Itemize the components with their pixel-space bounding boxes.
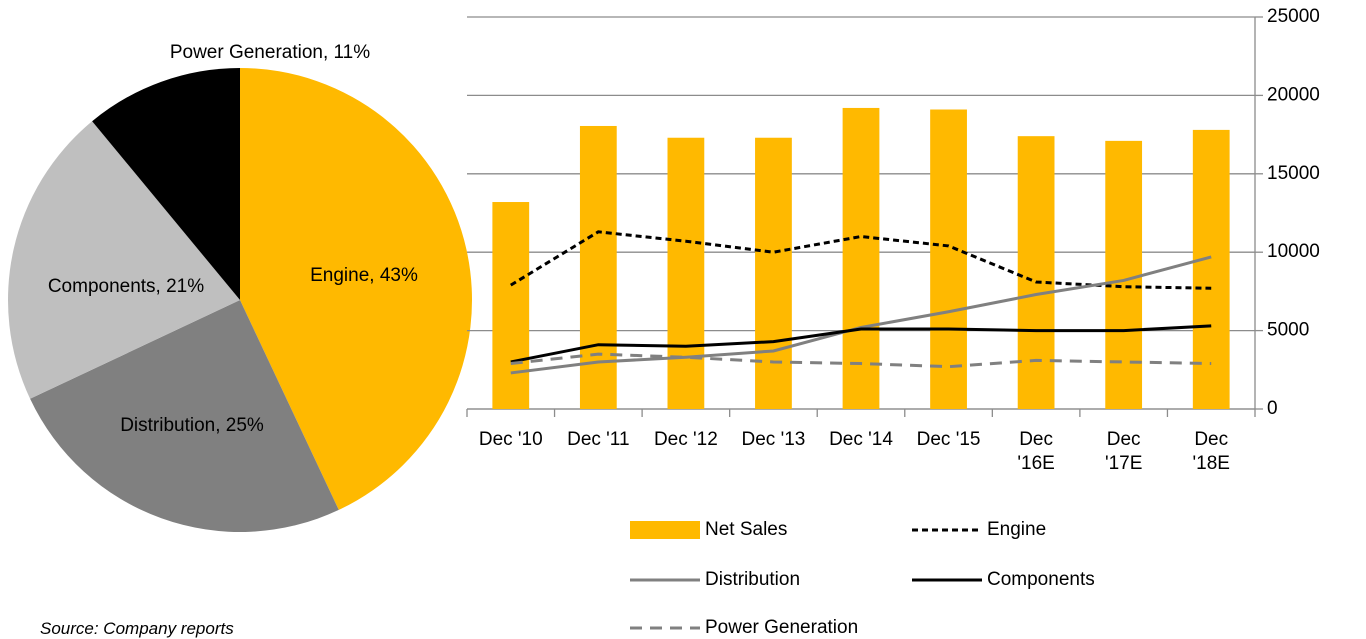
line-series	[510, 255, 1212, 375]
pie-label: Components, 21%	[48, 276, 204, 297]
pie-label: Power Generation, 11%	[170, 42, 370, 63]
y2-tick-label: 20000	[1267, 84, 1320, 105]
legend-label: Power Generation	[705, 617, 858, 638]
pie-slice	[92, 68, 240, 300]
source-note: Source: Company reports	[40, 619, 234, 638]
bar	[1017, 136, 1055, 409]
line-series	[510, 352, 1212, 369]
x-tick-label: Dec '16E	[1017, 429, 1055, 474]
bar	[492, 202, 530, 409]
x-tick-label: Dec '13	[741, 429, 806, 450]
legend-label: Distribution	[705, 569, 800, 590]
y2-tick-label: 15000	[1267, 163, 1320, 184]
x-tick-label: Dec '11	[567, 429, 630, 450]
bar	[579, 125, 617, 409]
y2-tick-label: 0	[1267, 398, 1278, 419]
pie-slice	[240, 68, 472, 510]
legend-swatch	[630, 521, 700, 539]
x-tick-label: Dec '18E	[1192, 429, 1230, 474]
bar	[667, 137, 705, 409]
line-series	[510, 324, 1212, 364]
x-tick-label: Dec '15	[916, 429, 981, 450]
x-tick-label: Dec '12	[653, 429, 718, 450]
y2-tick-label: 25000	[1267, 6, 1320, 27]
bar	[842, 107, 880, 409]
legend-label: Net Sales	[705, 519, 787, 540]
x-tick-label: Dec '14	[829, 429, 893, 450]
x-tick-label: Dec '17E	[1104, 429, 1143, 474]
bar	[930, 109, 967, 410]
y2-tick-label: 5000	[1267, 320, 1309, 341]
x-tick-label: Dec '10	[478, 429, 543, 450]
pie-label: Distribution, 25%	[120, 415, 264, 436]
bar	[755, 137, 792, 409]
pie-label: Engine, 43%	[310, 265, 418, 286]
pie-slice	[30, 300, 339, 532]
pie-slice	[8, 121, 240, 399]
bar	[1105, 140, 1143, 409]
legend-label: Components	[987, 569, 1095, 590]
line-series	[509, 230, 1212, 290]
y2-tick-label: 10000	[1267, 241, 1320, 262]
legend-label: Engine	[987, 519, 1046, 540]
bar	[1192, 129, 1230, 409]
